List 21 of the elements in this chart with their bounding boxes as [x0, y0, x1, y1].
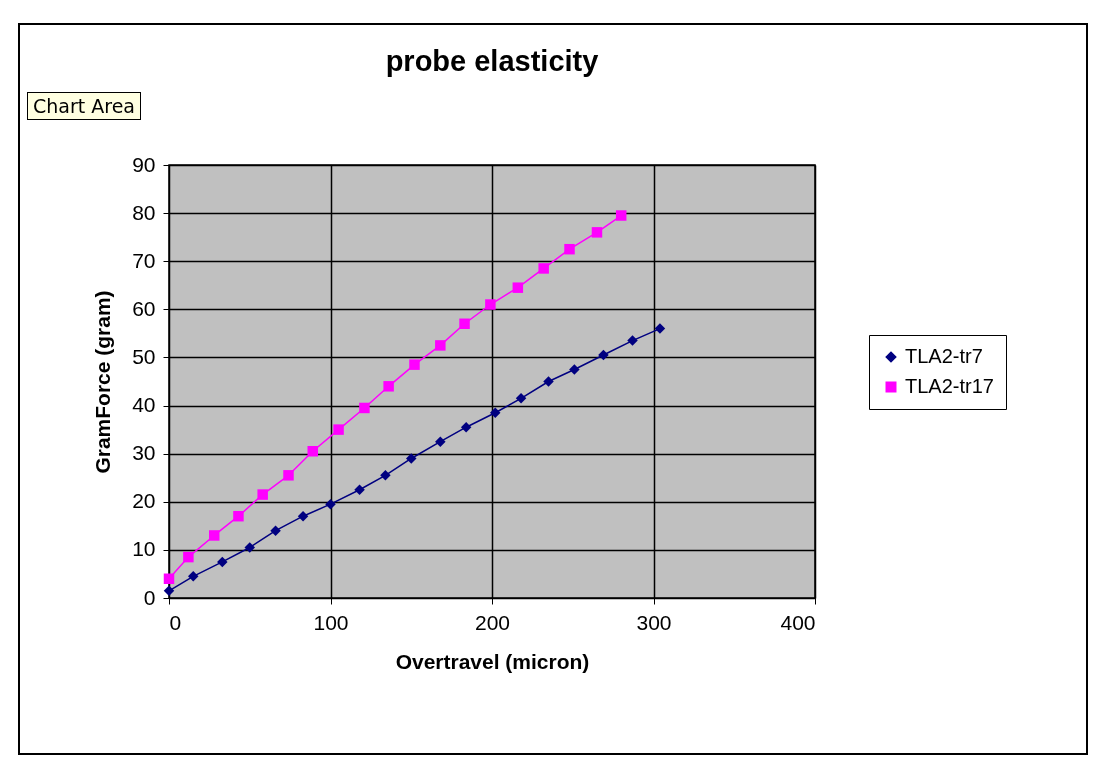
legend-label: TLA2-tr7 [905, 345, 983, 367]
legend-label: TLA2-tr17 [905, 375, 994, 397]
y-tick-label: 80 [132, 200, 156, 224]
x-axis-title: Overtravel (micron) [395, 649, 590, 673]
y-tick-label: 10 [132, 537, 156, 561]
y-tick-label: 90 [132, 152, 156, 176]
x-tick-label: 100 [313, 610, 349, 634]
y-tick-label: 70 [132, 248, 156, 272]
y-tick-label: 50 [132, 344, 156, 368]
text: Chart Area [27, 92, 141, 120]
y-tick-label: 0 [143, 585, 156, 609]
x-tick-label: 0 [169, 610, 182, 634]
x-tick-label: 400 [780, 610, 816, 634]
x-tick-label: 200 [474, 610, 511, 634]
x-tick-label: 300 [636, 610, 672, 634]
y-axis-title: GramForce (gram) [91, 290, 115, 474]
y-tick-label: 60 [132, 296, 156, 320]
y-tick-label: 20 [132, 489, 156, 513]
y-tick-label: 40 [132, 393, 156, 417]
y-tick-label: 30 [132, 441, 156, 465]
chart-title: probe elasticity [385, 45, 599, 77]
